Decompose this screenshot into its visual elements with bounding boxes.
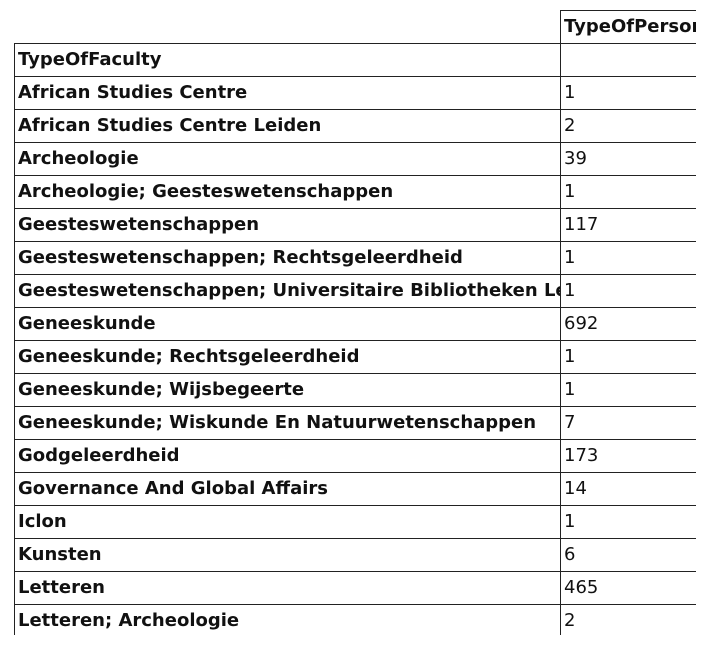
table-row: Godgeleerdheid 173 — [14, 439, 696, 473]
table-row: African Studies Centre Leiden 2 — [14, 109, 696, 143]
table-row: Archeologie; Geesteswetenschappen 1 — [14, 175, 696, 209]
row-value: 6 — [560, 538, 696, 572]
table-row: African Studies Centre 1 — [14, 76, 696, 110]
row-label: Archeologie; Geesteswetenschappen — [14, 175, 561, 209]
table-row: Letteren 465 — [14, 571, 696, 605]
row-label: Archeologie — [14, 142, 561, 176]
table-row: Geneeskunde; Wijsbegeerte 1 — [14, 373, 696, 407]
table-row: Geesteswetenschappen 117 — [14, 208, 696, 242]
table-row: Geneeskunde 692 — [14, 307, 696, 341]
table-row: Kunsten 6 — [14, 538, 696, 572]
row-label: Geesteswetenschappen; Universitaire Bibl… — [14, 274, 561, 308]
row-value: 39 — [560, 142, 696, 176]
row-value: 465 — [560, 571, 696, 605]
row-label: Letteren; Archeologie — [14, 604, 561, 635]
row-label: Kunsten — [14, 538, 561, 572]
row-label: Iclon — [14, 505, 561, 539]
table-row: Geesteswetenschappen; Universitaire Bibl… — [14, 274, 696, 308]
table-row: Iclon 1 — [14, 505, 696, 539]
dataframe-viewport[interactable]: TypeOfPerson TypeOfFaculty African Studi… — [14, 10, 696, 635]
row-label: Geneeskunde; Rechtsgeleerdheid — [14, 340, 561, 374]
dataframe-table: TypeOfPerson TypeOfFaculty African Studi… — [14, 10, 696, 635]
row-value: 173 — [560, 439, 696, 473]
row-value: 1 — [560, 241, 696, 275]
header-row: TypeOfPerson — [14, 10, 696, 44]
table-body: African Studies Centre 1 African Studies … — [14, 76, 696, 635]
row-label: Letteren — [14, 571, 561, 605]
row-label: African Studies Centre Leiden — [14, 109, 561, 143]
index-name-empty-cell — [560, 43, 696, 77]
table-row: Governance And Global Affairs 14 — [14, 472, 696, 506]
table-row: Geneeskunde; Wiskunde En Natuurwetenscha… — [14, 406, 696, 440]
row-value: 1 — [560, 373, 696, 407]
row-value: 117 — [560, 208, 696, 242]
row-label: Geneeskunde; Wijsbegeerte — [14, 373, 561, 407]
row-value: 7 — [560, 406, 696, 440]
index-name-row: TypeOfFaculty — [14, 43, 696, 77]
row-label: Governance And Global Affairs — [14, 472, 561, 506]
table-row: Letteren; Archeologie 2 — [14, 604, 696, 635]
table-header: TypeOfPerson TypeOfFaculty — [14, 10, 696, 77]
row-value: 14 — [560, 472, 696, 506]
row-value: 692 — [560, 307, 696, 341]
row-label: Godgeleerdheid — [14, 439, 561, 473]
row-value: 1 — [560, 274, 696, 308]
row-value: 1 — [560, 340, 696, 374]
row-label: Geneeskunde — [14, 307, 561, 341]
index-name-header: TypeOfFaculty — [14, 43, 561, 77]
row-label: African Studies Centre — [14, 76, 561, 110]
corner-cell — [14, 10, 561, 44]
row-value: 1 — [560, 76, 696, 110]
row-label: Geneeskunde; Wiskunde En Natuurwetenscha… — [14, 406, 561, 440]
row-label: Geesteswetenschappen — [14, 208, 561, 242]
row-value: 1 — [560, 175, 696, 209]
table-row: Geneeskunde; Rechtsgeleerdheid 1 — [14, 340, 696, 374]
column-header-typeofperson: TypeOfPerson — [560, 10, 696, 44]
row-value: 2 — [560, 604, 696, 635]
row-value: 1 — [560, 505, 696, 539]
table-row: Archeologie 39 — [14, 142, 696, 176]
table-row: Geesteswetenschappen; Rechtsgeleerdheid 1 — [14, 241, 696, 275]
row-value: 2 — [560, 109, 696, 143]
row-label: Geesteswetenschappen; Rechtsgeleerdheid — [14, 241, 561, 275]
